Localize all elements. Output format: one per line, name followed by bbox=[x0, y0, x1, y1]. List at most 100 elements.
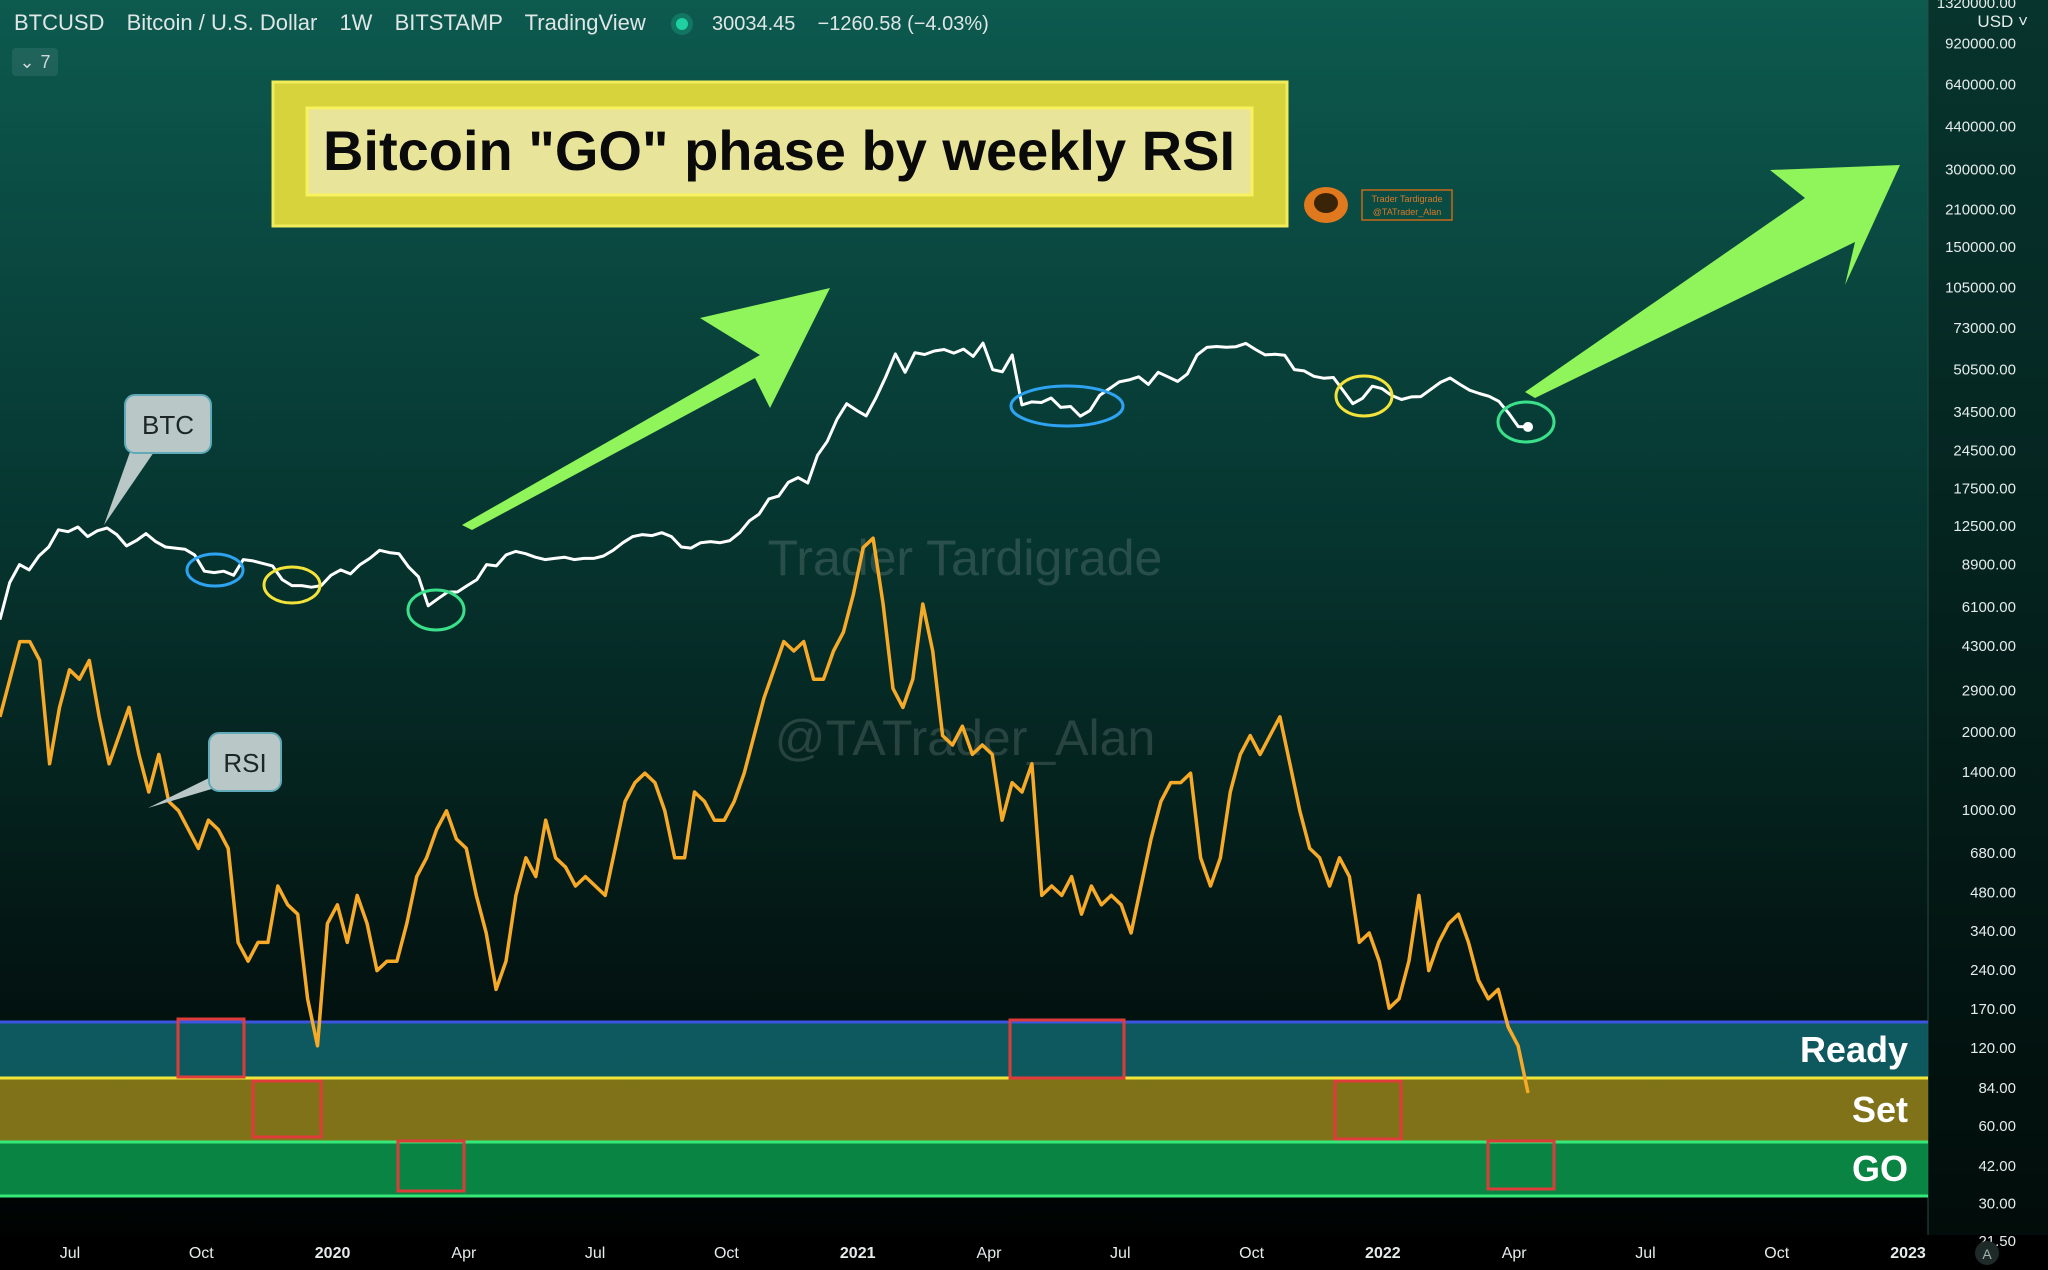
data-point-btc bbox=[1177, 380, 1179, 382]
y-tick-label: 73000.00 bbox=[1953, 320, 2016, 337]
data-point-rsi bbox=[693, 791, 696, 793]
rsi-zones: Ready Set GO bbox=[0, 1020, 1928, 1198]
banner-title: Bitcoin "GO" phase by weekly RSI bbox=[323, 119, 1235, 182]
data-point-btc bbox=[174, 547, 176, 549]
data-point-btc bbox=[855, 409, 858, 411]
data-point-rsi bbox=[1329, 885, 1331, 887]
data-point-rsi bbox=[118, 735, 120, 737]
indicators-toggle-button[interactable]: ⌄ 7 bbox=[12, 48, 58, 76]
data-point-btc bbox=[1439, 381, 1441, 383]
data-point-rsi bbox=[822, 678, 825, 680]
price-scale-background[interactable] bbox=[1928, 0, 2048, 1240]
exchange-label: BITSTAMP bbox=[394, 10, 503, 35]
data-point-btc bbox=[1138, 376, 1140, 378]
callout-box-btc bbox=[124, 394, 212, 454]
data-point-btc bbox=[787, 481, 789, 483]
currency-label: USD bbox=[1977, 12, 2014, 31]
time-axis[interactable]: Jul Oct 2020 Apr Jul Oct 2021 Apr Jul Oct 2022 Apr J… bbox=[60, 1241, 1999, 1265]
data-point-rsi bbox=[148, 791, 150, 793]
data-point-btc bbox=[554, 557, 556, 560]
data-point-rsi bbox=[1279, 716, 1281, 718]
x-tick-label: 2023 bbox=[1890, 1245, 1926, 1262]
data-point-btc bbox=[583, 557, 585, 560]
data-point-btc bbox=[894, 353, 897, 355]
data-point-rsi bbox=[485, 932, 487, 934]
data-point-rsi bbox=[1071, 876, 1073, 878]
callout-pointer-btc bbox=[104, 452, 154, 525]
y-tick-label: 1320000.00 bbox=[1937, 0, 2016, 12]
highlight-circle bbox=[1009, 384, 1125, 428]
data-point-btc bbox=[953, 352, 955, 354]
data-point-rsi bbox=[1229, 791, 1231, 793]
data-point-rsi bbox=[495, 988, 497, 991]
symbol-header[interactable]: BTCUSD Bitcoin / U.S. Dollar 1W BITSTAMP… bbox=[14, 10, 1005, 36]
y-tick-label: 50500.00 bbox=[1953, 361, 2016, 378]
data-point-rsi bbox=[1219, 857, 1221, 859]
data-point-rsi bbox=[1110, 894, 1112, 897]
data-point-rsi bbox=[713, 819, 716, 821]
data-point-btc bbox=[680, 546, 682, 548]
data-point-rsi bbox=[981, 744, 983, 746]
data-point-btc bbox=[1293, 369, 1295, 371]
watermark-name: Trader Tardigrade bbox=[768, 530, 1163, 586]
data-point-btc bbox=[67, 531, 69, 533]
zone-entry-box bbox=[1008, 1018, 1126, 1080]
x-tick-label: Jul bbox=[585, 1245, 605, 1262]
y-tick-label: 42.00 bbox=[1978, 1158, 2016, 1175]
symbol-ticker[interactable]: BTCUSD bbox=[14, 10, 105, 35]
interval-label[interactable]: 1W bbox=[339, 10, 373, 35]
data-point-rsi bbox=[1289, 763, 1291, 765]
data-point-rsi bbox=[842, 631, 845, 633]
data-point-btc bbox=[1342, 389, 1344, 392]
data-point-rsi bbox=[1100, 904, 1102, 906]
data-point-btc bbox=[194, 554, 196, 556]
data-point-btc bbox=[369, 557, 371, 560]
data-point-btc bbox=[1478, 392, 1480, 395]
highlight-circle bbox=[262, 565, 322, 605]
data-point-rsi bbox=[1358, 941, 1360, 944]
auto-scale-button[interactable] bbox=[1975, 1241, 1999, 1265]
y-tick-label: 480.00 bbox=[1970, 884, 2016, 901]
data-point-btc bbox=[505, 554, 507, 556]
data-point-rsi bbox=[932, 650, 934, 652]
data-point-rsi bbox=[733, 800, 735, 803]
data-point-rsi bbox=[217, 829, 219, 831]
data-point-rsi bbox=[1438, 941, 1440, 944]
data-point-rsi bbox=[138, 753, 140, 756]
data-point-rsi bbox=[1398, 998, 1400, 1000]
data-point-btc bbox=[1011, 354, 1013, 356]
data-point-rsi bbox=[1388, 1007, 1390, 1009]
series-line-btc bbox=[0, 341, 1529, 620]
data-point-rsi bbox=[396, 960, 398, 962]
data-point-rsi bbox=[128, 706, 130, 709]
data-point-btc bbox=[398, 553, 400, 555]
y-tick-label: 170.00 bbox=[1970, 1001, 2016, 1018]
data-point-btc bbox=[281, 579, 283, 581]
data-point-btc bbox=[1264, 354, 1266, 356]
data-point-btc bbox=[846, 403, 848, 405]
currency-selector[interactable]: USD ˅ bbox=[1977, 12, 2028, 32]
data-point-rsi bbox=[237, 941, 239, 944]
series-layer bbox=[0, 341, 1533, 1094]
data-point-btc bbox=[778, 495, 780, 497]
time-scale-background[interactable] bbox=[0, 1235, 2048, 1270]
data-point-btc bbox=[1410, 396, 1412, 398]
y-tick-label: 1400.00 bbox=[1962, 764, 2016, 781]
price-change: −1260.58 (−4.03%) bbox=[817, 13, 989, 35]
price-axis[interactable]: 1320000.00 920000.00 640000.00 440000.00 300… bbox=[1937, 0, 2016, 1250]
data-point-rsi bbox=[287, 904, 289, 906]
zone-entry-box bbox=[251, 1079, 323, 1139]
data-point-rsi bbox=[604, 894, 606, 897]
data-point-btc bbox=[758, 513, 760, 515]
data-point-rsi bbox=[336, 904, 338, 906]
data-point-btc bbox=[1284, 354, 1286, 356]
data-point-rsi bbox=[852, 594, 854, 596]
data-point-btc bbox=[1517, 426, 1519, 428]
data-point-btc bbox=[145, 533, 147, 535]
data-point-btc bbox=[719, 542, 721, 544]
data-point-btc bbox=[914, 352, 916, 354]
data-point-btc bbox=[709, 541, 712, 543]
zone-entry-box bbox=[176, 1017, 246, 1079]
logo-line2: @TATrader_Alan bbox=[1373, 207, 1442, 217]
data-point-btc bbox=[1352, 403, 1354, 405]
